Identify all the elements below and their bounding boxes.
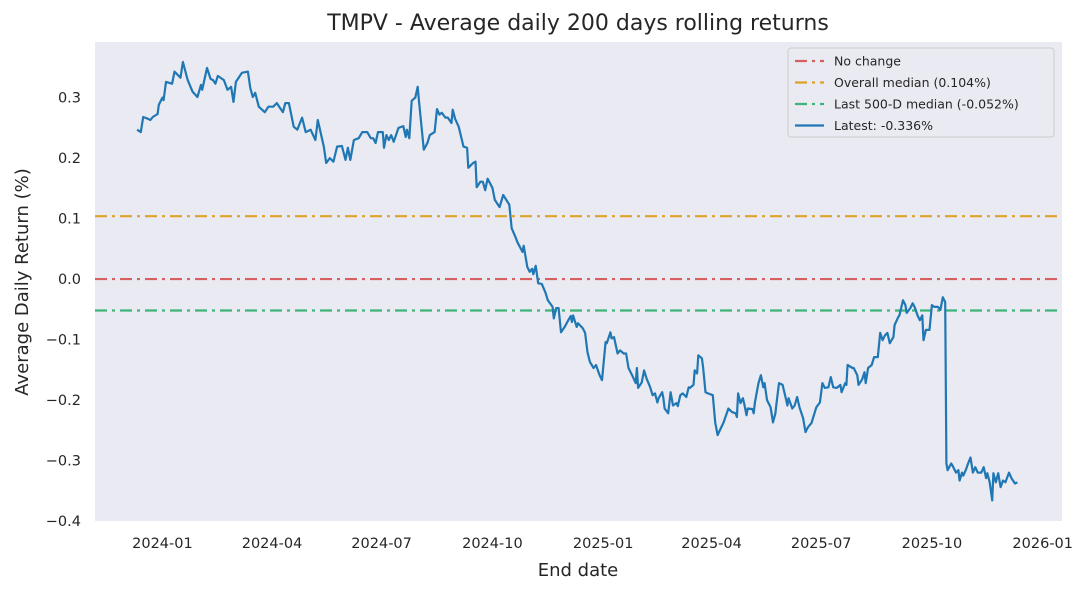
legend-label: Last 500-D median (-0.052%): [834, 97, 1019, 112]
chart-title: TMPV - Average daily 200 days rolling re…: [326, 11, 829, 36]
x-tick-label: 2025-01: [573, 536, 634, 552]
legend-label: Latest: -0.336%: [834, 118, 933, 133]
x-tick-label: 2024-10: [462, 536, 523, 552]
y-tick-label: −0.2: [46, 393, 81, 409]
y-tick-label: 0.0: [58, 272, 81, 288]
legend-item: Last 500-D median (-0.052%): [795, 97, 1019, 112]
x-tick-label: 2026-01: [1012, 536, 1073, 552]
y-tick-label: −0.3: [46, 454, 81, 470]
y-tick-label: 0.3: [58, 91, 81, 107]
series-line: [136, 60, 1018, 502]
x-tick-label: 2024-01: [132, 536, 193, 552]
legend-item: Overall median (0.104%): [795, 75, 991, 90]
y-axis-ticks: 0.3 0.2 0.1 0.0 −0.1 −0.2 −0.3 −0.4: [46, 91, 81, 530]
y-tick-label: 0.1: [58, 212, 81, 228]
legend-label: Overall median (0.104%): [834, 75, 991, 90]
y-axis-label: Average Daily Return (%): [12, 168, 33, 396]
legend-box: [787, 47, 1055, 138]
x-tick-label: 2025-10: [902, 536, 963, 552]
y-tick-label: −0.4: [46, 514, 81, 530]
x-axis-ticks: 2024-01 2024-04 2024-07 2024-10 2025-01 2025-…: [132, 536, 1073, 552]
y-tick-label: −0.1: [46, 333, 81, 349]
legend: No change Overall median (0.104%) Last 500…: [787, 47, 1055, 138]
x-tick-label: 2024-07: [351, 536, 412, 552]
x-axis-label: End date: [538, 560, 619, 581]
x-tick-label: 2024-04: [242, 536, 303, 552]
legend-label: No change: [834, 54, 901, 69]
x-tick-label: 2025-04: [681, 536, 742, 552]
legend-item: Latest: -0.336%: [795, 118, 933, 133]
series-group: [136, 60, 1018, 502]
legend-item: No change: [795, 54, 901, 69]
y-tick-label: 0.2: [58, 151, 81, 167]
x-tick-label: 2025-07: [791, 536, 852, 552]
